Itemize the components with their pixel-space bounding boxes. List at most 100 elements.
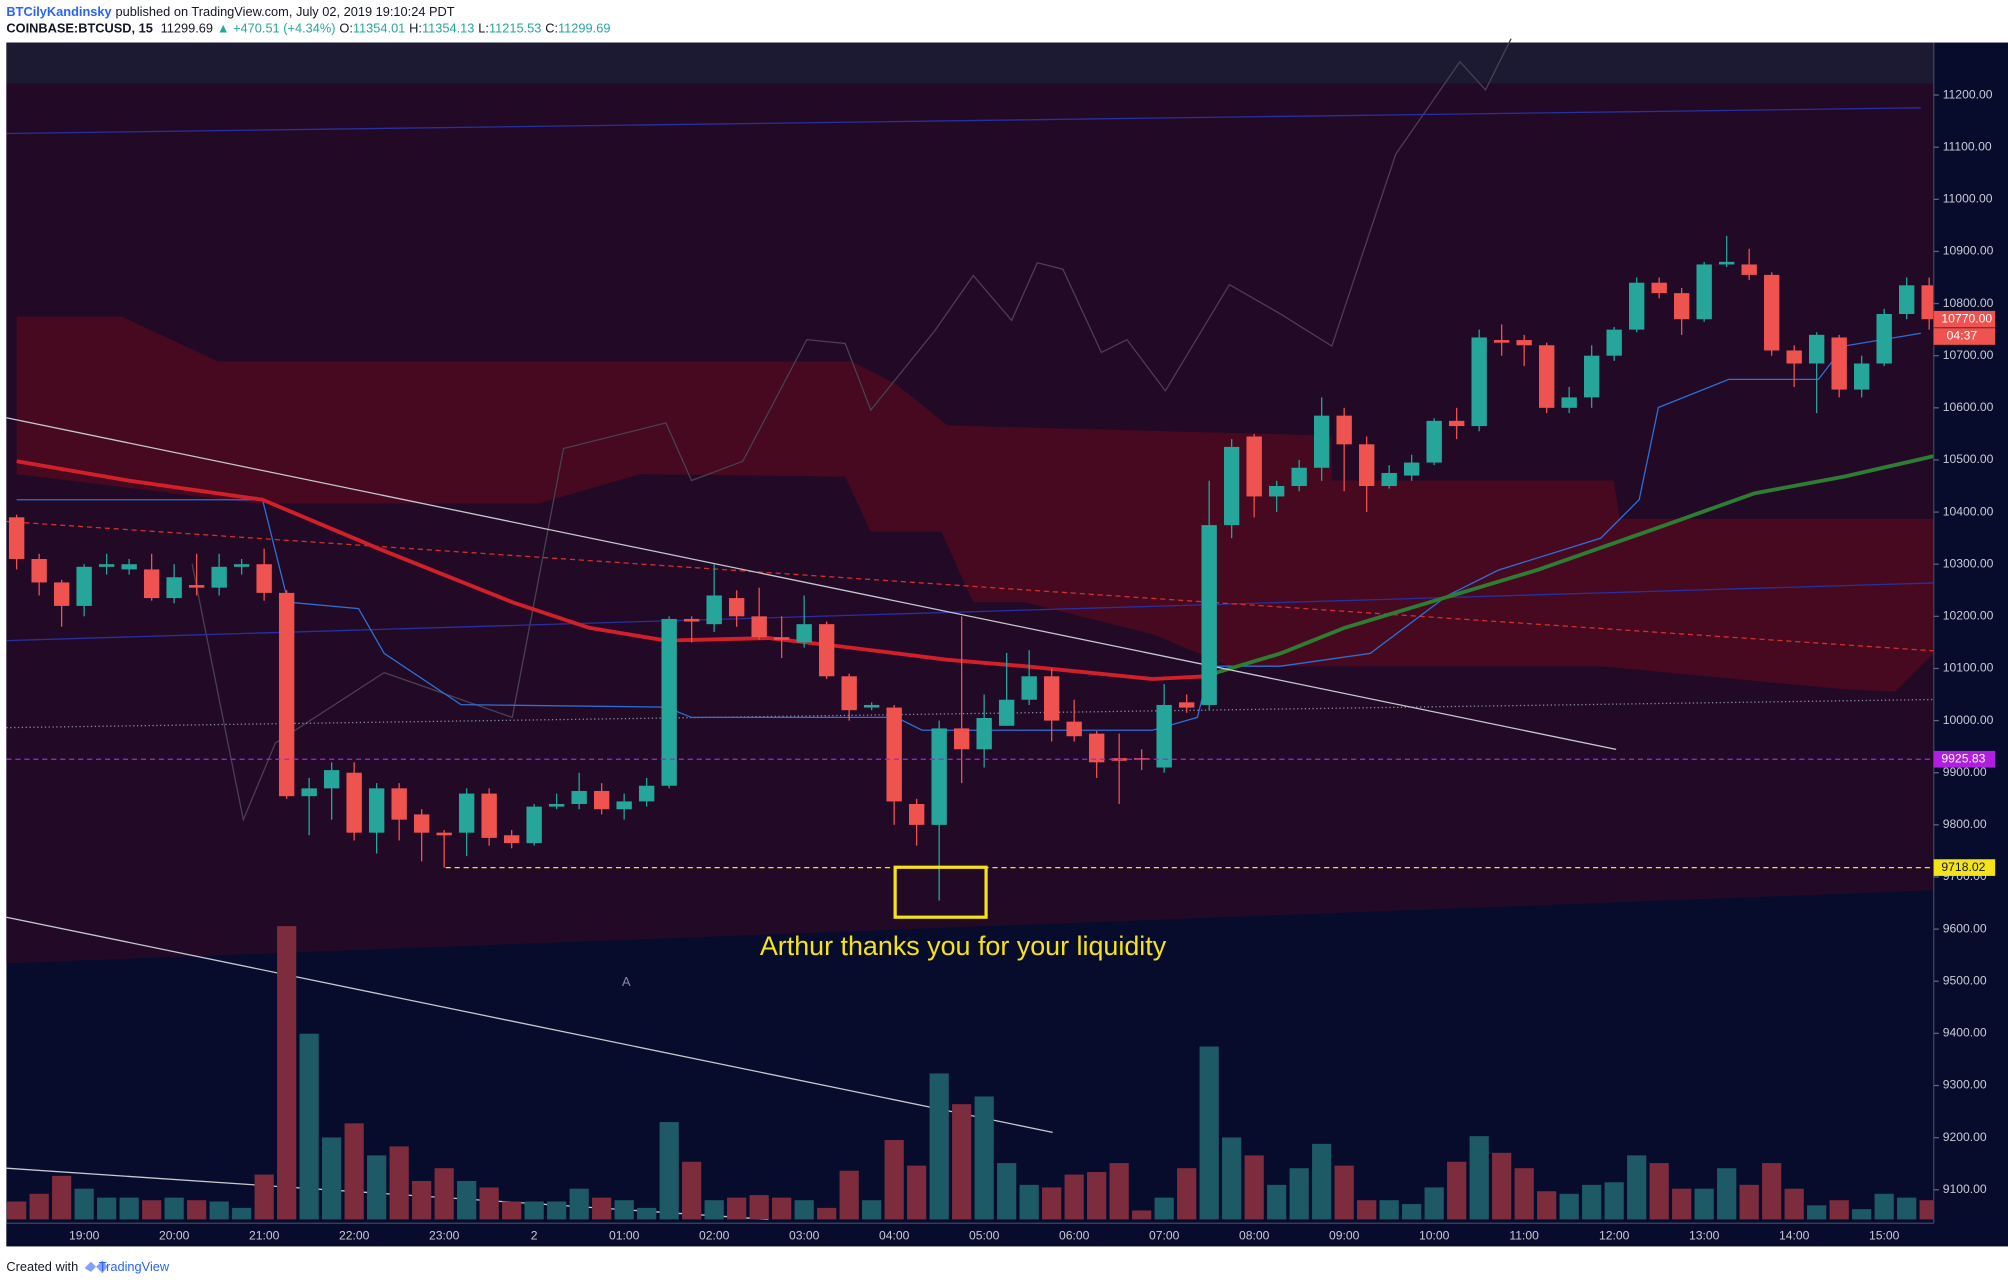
price-label: 10770.00 <box>1941 311 1992 325</box>
volume-bar <box>1424 1187 1444 1220</box>
candle-body <box>683 618 700 622</box>
volume-bar <box>1357 1200 1377 1220</box>
candle-body <box>1696 264 1712 320</box>
volume-bar <box>1312 1143 1332 1220</box>
volume-bar <box>682 1161 702 1220</box>
candle-body <box>1763 274 1780 351</box>
ohlc-value: 11299.69 <box>558 21 610 36</box>
volume-bar <box>1379 1200 1399 1220</box>
y-tick-label: 10500.00 <box>1943 452 1994 466</box>
candle-body <box>998 699 1015 726</box>
change: ▲ +470.51 (+4.34%) <box>217 21 336 36</box>
candle-body <box>1336 415 1352 445</box>
volume-bar <box>1087 1172 1107 1220</box>
price-axis <box>1933 42 2008 1247</box>
candle-body <box>593 790 610 810</box>
candle-body <box>256 564 272 593</box>
volume-bar <box>142 1200 162 1220</box>
candle-body <box>1358 444 1375 487</box>
footer: Created with TradingView <box>6 1259 170 1274</box>
volume-bar <box>1402 1204 1422 1220</box>
candle-body <box>1628 282 1645 330</box>
volume-bar <box>772 1197 792 1220</box>
volume-bar <box>164 1197 184 1220</box>
volume-bar <box>412 1180 432 1220</box>
volume-bar <box>614 1200 634 1220</box>
candle-body <box>863 704 880 708</box>
volume-bar <box>974 1096 994 1220</box>
candle-body <box>368 788 385 833</box>
header-line-2: COINBASE:BTCUSD, 15 11299.69 ▲ +470.51 (+4… <box>6 21 610 36</box>
x-tick-label: 19:00 <box>69 1228 100 1242</box>
volume-bar <box>839 1170 859 1220</box>
candle-body <box>98 564 115 567</box>
x-tick-label: 10:00 <box>1419 1228 1450 1242</box>
candle-body <box>1898 285 1915 314</box>
volume-bar <box>502 1201 522 1220</box>
candle-body <box>1673 293 1690 320</box>
candle-body <box>301 788 317 797</box>
candle-body <box>1381 472 1397 487</box>
candle-body <box>638 785 655 802</box>
volume-bar <box>592 1197 612 1220</box>
y-tick-label: 9900.00 <box>1943 765 1987 779</box>
ohlc-key: C: <box>545 21 558 36</box>
y-tick-label: 10700.00 <box>1943 348 1994 362</box>
x-tick-label: 05:00 <box>969 1228 1000 1242</box>
volume-bar <box>277 926 297 1220</box>
x-tick-label: 12:00 <box>1599 1228 1630 1242</box>
candle-body <box>1133 758 1150 760</box>
cloud <box>16 316 1934 692</box>
x-tick-label: 07:00 <box>1149 1228 1180 1242</box>
candle-body <box>818 624 835 677</box>
volume-bar <box>1672 1188 1692 1220</box>
author[interactable]: BTCilyKandinsky <box>6 4 112 19</box>
brand[interactable]: TradingView <box>99 1259 170 1274</box>
volume-bar <box>232 1207 252 1220</box>
volume-bar <box>907 1165 927 1220</box>
candle-body <box>796 624 812 643</box>
candle-body <box>1156 704 1172 768</box>
candle-body <box>931 728 947 825</box>
volume-bar <box>1154 1197 1174 1220</box>
volume-bar <box>1807 1205 1827 1220</box>
candle-body <box>76 566 92 606</box>
volume-bar <box>1469 1136 1489 1220</box>
candle-body <box>391 788 407 820</box>
candle-body <box>908 804 925 825</box>
y-tick-label: 9400.00 <box>1943 1026 1987 1040</box>
volume-bar <box>52 1175 72 1220</box>
y-tick-label: 10800.00 <box>1943 296 1994 310</box>
x-tick-label: 14:00 <box>1779 1228 1810 1242</box>
volume-bar <box>209 1201 229 1220</box>
y-tick-label: 10000.00 <box>1943 713 1994 727</box>
y-tick-label: 9300.00 <box>1943 1078 1987 1092</box>
y-tick-label: 11000.00 <box>1943 192 1993 206</box>
volume-bar <box>1537 1191 1557 1220</box>
candle-body <box>188 585 205 588</box>
volume-bar <box>1132 1210 1152 1220</box>
candle-body <box>481 793 497 838</box>
volume-bar <box>1604 1182 1624 1220</box>
candle-body <box>1201 525 1217 705</box>
y-tick-label: 10900.00 <box>1943 244 1994 258</box>
candle-body <box>1583 355 1600 398</box>
volume-bar <box>322 1137 342 1220</box>
x-tick-label: 08:00 <box>1239 1228 1270 1242</box>
candle-body <box>1448 420 1465 427</box>
marker: A <box>622 974 631 989</box>
candle-body <box>728 598 745 617</box>
candle-body <box>1921 285 1937 320</box>
candle-body <box>526 806 542 844</box>
channel-line <box>6 107 1921 135</box>
highlight-box <box>893 865 988 919</box>
candle-body <box>1538 345 1555 408</box>
volume-bar <box>1649 1163 1669 1220</box>
x-tick-label: 06:00 <box>1059 1228 1090 1242</box>
candle-body <box>1246 436 1262 497</box>
candle-body <box>571 790 587 805</box>
x-tick-label: 01:00 <box>609 1228 640 1242</box>
x-tick-label: 20:00 <box>159 1228 190 1242</box>
volume-bar <box>1784 1188 1804 1220</box>
